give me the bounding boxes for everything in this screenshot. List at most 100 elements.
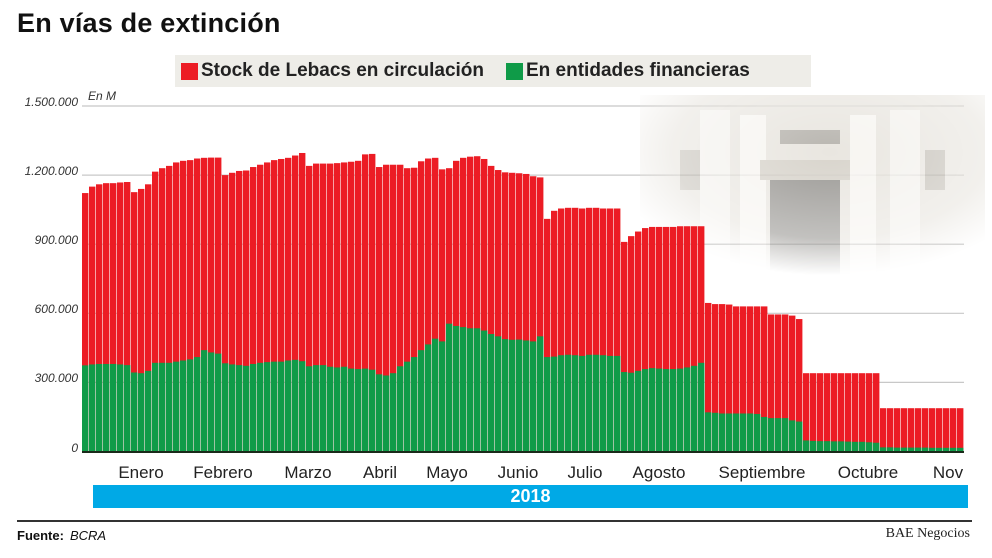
entidades-bar [488,334,495,452]
series-stock-lebacs [82,152,964,452]
stock-bar [845,373,852,452]
entidades-bar [698,362,705,452]
entidades-bar [852,441,859,452]
stock-bar [446,168,453,452]
stock-bar [425,158,432,452]
entidades-bar [859,441,866,452]
stock-bar [82,193,89,452]
stock-bar [341,162,348,452]
stock-bar [936,408,943,452]
stock-bar [299,152,306,452]
stock-bar [201,157,208,452]
stock-bar [957,408,964,452]
stock-bar [166,165,173,452]
entidades-bar [96,363,103,452]
entidades-bar [677,368,684,452]
stock-bar [621,241,628,452]
entidades-bar [355,369,362,452]
stock-bar [418,161,425,452]
stock-bar [950,408,957,452]
entidades-bar [880,447,887,452]
stock-bar [614,208,621,452]
stock-bar [572,207,579,452]
entidades-bar [418,350,425,452]
stock-bar [635,231,642,452]
entidades-bar [257,362,264,452]
stock-bar [348,161,355,452]
x-tick-label-month: Junio [497,463,539,482]
entidades-bar [215,353,222,452]
stock-bar [222,175,229,452]
entidades-bar [453,325,460,452]
entidades-bar [929,447,936,452]
entidades-bar [579,355,586,452]
legend-item-stock: Stock de Lebacs en circulación [181,60,484,82]
entidades-bar [691,365,698,452]
entidades-bar [502,339,509,452]
entidades-bar [341,366,348,452]
stock-bar [551,210,558,452]
entidades-bar [411,357,418,452]
entidades-bar [208,352,215,452]
stock-bar [887,408,894,452]
stock-bar [803,373,810,452]
stock-bar [250,167,257,452]
entidades-bar [894,447,901,452]
entidades-bar [222,363,229,452]
entidades-bar [439,341,446,452]
stock-bar [89,186,96,452]
footer-rule [17,520,972,522]
entidades-bar [516,339,523,452]
stock-bar [579,208,586,452]
entidades-bar [159,362,166,452]
entidades-bar [761,416,768,452]
stock-bar [474,156,481,452]
stock-bar [810,373,817,452]
entidades-bar [586,354,593,452]
stock-bar [929,408,936,452]
entidades-bar [432,338,439,452]
stock-bar [180,160,187,452]
stock-bar [901,408,908,452]
stock-bar [292,155,299,452]
entidades-bar [285,360,292,452]
stock-bar [824,373,831,452]
entidades-bar [236,365,243,452]
entidades-bar [82,365,89,452]
entidades-bar [327,366,334,452]
entidades-bar [712,412,719,452]
stock-bar [761,306,768,452]
stock-bar [278,158,285,452]
stock-bar [369,153,376,452]
stock-bar [397,164,404,452]
legend-label: En entidades financieras [526,60,750,81]
entidades-bar [362,368,369,452]
entidades-bar [103,363,110,452]
stock-bar [817,373,824,452]
stock-bar [236,170,243,452]
x-tick-label-month: Julio [567,463,603,482]
stock-bar [908,408,915,452]
stock-bar [670,226,677,452]
legend-swatch-red [181,62,198,80]
brand-credit: BAE Negocios [885,526,970,541]
entidades-bar [537,336,544,452]
stock-bar [173,162,180,452]
stock-bar [376,167,383,452]
stock-bar [593,207,600,452]
stock-bar [782,314,789,452]
stock-bar [684,226,691,452]
entidades-bar [348,368,355,452]
x-tick-label-month: Mayo [426,463,468,482]
x-tick-label-month: Octubre [837,463,899,482]
source-label: Fuente: [17,528,64,543]
entidades-bar [369,369,376,452]
entidades-bar [474,328,481,452]
entidades-bar [607,355,614,452]
stock-bar [628,236,635,452]
stock-bar [215,157,222,452]
entidades-bar [558,355,565,452]
stock-bar [145,184,152,452]
